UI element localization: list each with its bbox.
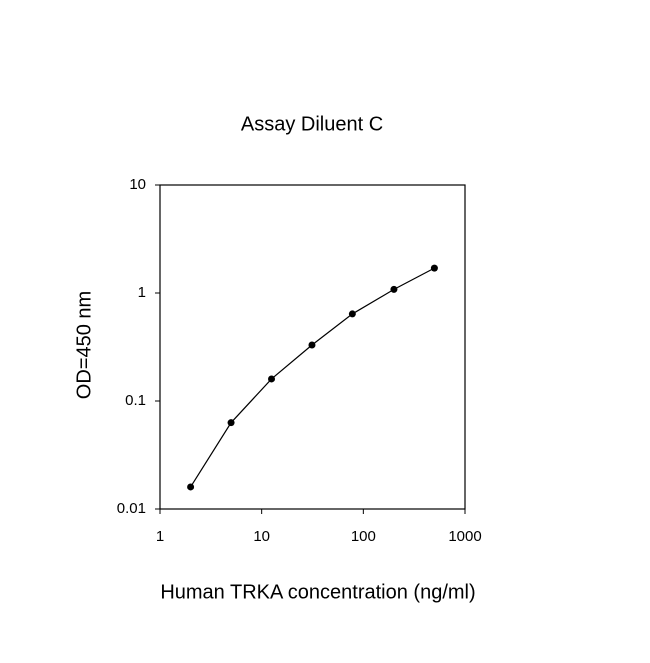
- y-tick-label: 1: [138, 284, 146, 301]
- x-tick-label: 1: [156, 528, 164, 545]
- data-point: [308, 341, 316, 349]
- data-point: [348, 310, 356, 318]
- x-tick-label: 100: [351, 528, 376, 545]
- chart-title: Assay Diluent C: [241, 113, 383, 135]
- y-axis-label: OD=450 nm: [73, 291, 95, 399]
- x-tick-label: 10: [253, 528, 270, 545]
- x-tick-label: 1000: [448, 528, 481, 545]
- y-tick-label: 0.01: [117, 500, 146, 517]
- y-tick-label: 10: [129, 176, 146, 193]
- data-point: [227, 419, 235, 427]
- x-axis-label: Human TRKA concentration (ng/ml): [160, 581, 475, 603]
- data-point: [430, 264, 438, 272]
- y-tick-label: 0.1: [125, 392, 146, 409]
- plot-frame: [159, 184, 466, 510]
- data-point: [187, 483, 195, 491]
- data-point: [390, 285, 398, 293]
- data-point: [268, 375, 276, 383]
